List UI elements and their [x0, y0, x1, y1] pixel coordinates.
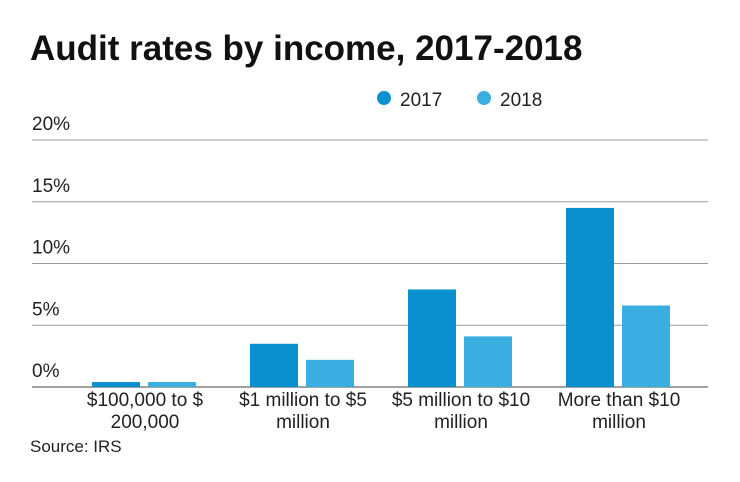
y-tick-label: 0% — [32, 361, 60, 382]
y-tick-label: 10% — [32, 238, 70, 259]
bar — [92, 382, 140, 387]
y-tick-label: 20% — [32, 114, 70, 135]
bar — [566, 207, 614, 387]
bar — [250, 343, 298, 387]
x-tick-label: $5 million to $10 million — [392, 390, 530, 433]
bar — [306, 359, 354, 387]
chart-title: Audit rates by income, 2017-2018 — [30, 29, 582, 68]
bar — [464, 336, 512, 387]
bar — [408, 289, 456, 387]
x-tick-label: $100,000 to $200,000 — [87, 390, 204, 433]
y-tick-label: 5% — [32, 299, 60, 320]
source: Source: IRS — [30, 437, 122, 456]
y-tick-label: 15% — [32, 176, 70, 197]
legend-label: 2017 — [400, 90, 442, 111]
bar — [148, 382, 196, 387]
legend-label: 2018 — [500, 90, 542, 111]
legend-marker — [377, 91, 391, 105]
x-tick-label: $1 million to $5 million — [239, 390, 367, 433]
legend-marker — [477, 91, 491, 105]
x-tick-label: More than $10 million — [558, 390, 681, 433]
bar — [622, 305, 670, 387]
